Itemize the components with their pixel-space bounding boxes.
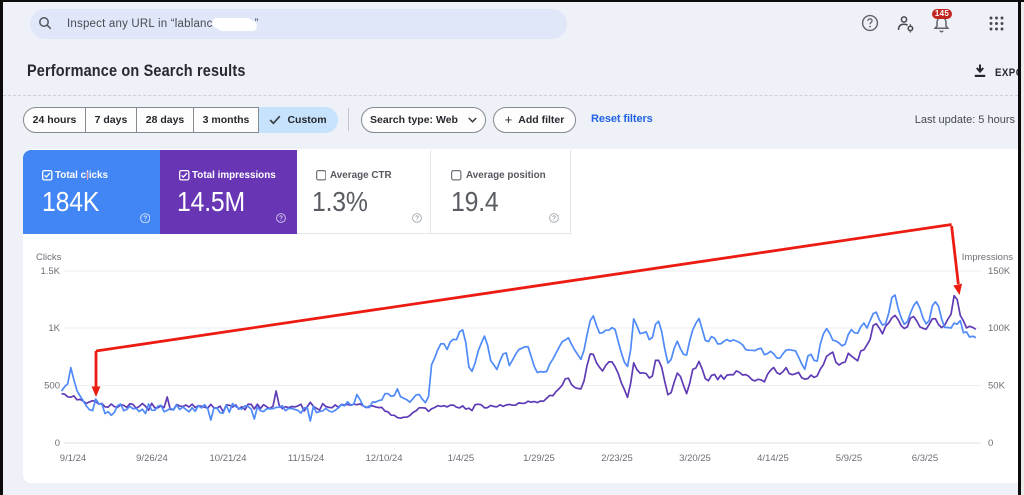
svg-text:1/4/25: 1/4/25	[448, 453, 474, 464]
svg-text:150K: 150K	[988, 266, 1011, 277]
svg-text:10/21/24: 10/21/24	[210, 453, 247, 464]
svg-text:0: 0	[55, 438, 60, 449]
svg-text:500: 500	[44, 381, 60, 392]
svg-text:50K: 50K	[988, 381, 1006, 392]
svg-text:6/3/25: 6/3/25	[912, 453, 938, 464]
svg-text:100K: 100K	[988, 323, 1011, 334]
svg-text:11/15/24: 11/15/24	[288, 453, 324, 464]
svg-text:1.5K: 1.5K	[40, 266, 60, 277]
svg-text:9/1/24: 9/1/24	[60, 453, 86, 464]
svg-text:12/10/24: 12/10/24	[366, 453, 403, 464]
svg-text:3/20/25: 3/20/25	[679, 453, 711, 464]
svg-text:1K: 1K	[48, 323, 60, 334]
svg-text:0: 0	[988, 438, 993, 449]
svg-text:9/26/24: 9/26/24	[136, 453, 168, 464]
svg-text:Clicks: Clicks	[36, 252, 62, 263]
svg-text:2/23/25: 2/23/25	[601, 453, 633, 464]
svg-text:1/29/25: 1/29/25	[523, 453, 555, 464]
svg-text:5/9/25: 5/9/25	[836, 453, 862, 464]
svg-text:Impressions: Impressions	[962, 252, 1013, 263]
svg-text:4/14/25: 4/14/25	[757, 453, 789, 464]
